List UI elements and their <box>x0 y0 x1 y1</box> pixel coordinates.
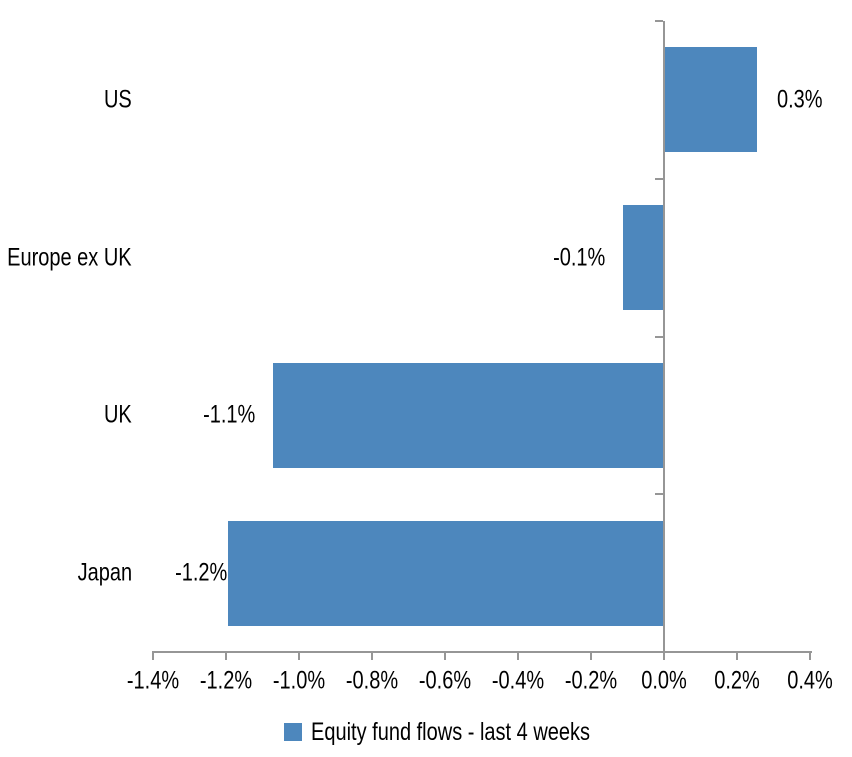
bar-us <box>664 47 758 153</box>
x-tick-label: -0.6% <box>418 666 472 694</box>
x-tick-label: 0.4% <box>787 666 833 694</box>
category-label-us: US <box>104 85 132 114</box>
x-tick-label: -0.2% <box>564 666 618 694</box>
x-tick <box>663 653 665 660</box>
category-label-uk: UK <box>104 400 132 429</box>
x-tick <box>590 653 592 660</box>
x-tick <box>371 653 373 660</box>
category-label-europe-ex-uk: Europe ex UK <box>7 243 132 272</box>
legend-label: Equity fund flows - last 4 weeks <box>311 717 591 746</box>
bar-europe-ex-uk <box>623 205 664 311</box>
x-tick-label: 0.2% <box>714 666 760 694</box>
x-tick <box>298 653 300 660</box>
data-label-europe-ex-uk: -0.1% <box>552 243 606 272</box>
x-tick-label: -0.4% <box>491 666 545 694</box>
x-tick <box>444 653 446 660</box>
data-label-us: 0.3% <box>777 85 823 114</box>
x-tick <box>736 653 738 660</box>
bar-uk <box>273 362 664 468</box>
legend: Equity fund flows - last 4 weeks <box>284 714 660 750</box>
category-tick <box>655 20 663 22</box>
x-tick-label: -0.8% <box>345 666 399 694</box>
data-label-japan: -1.2% <box>174 558 227 587</box>
category-label-japan: Japan <box>77 558 133 587</box>
data-label-uk: -1.1% <box>203 400 256 429</box>
x-axis-line <box>152 651 812 653</box>
legend-swatch-icon <box>284 723 302 741</box>
category-tick <box>655 177 663 180</box>
x-tick <box>809 653 811 660</box>
x-tick <box>225 653 227 660</box>
category-tick <box>655 335 663 338</box>
bar-japan <box>227 520 664 626</box>
x-tick-label: -1.4% <box>126 666 180 694</box>
x-tick <box>152 653 154 660</box>
category-tick <box>655 493 663 496</box>
x-tick-label: -1.2% <box>199 666 253 694</box>
y-axis-line <box>663 21 665 653</box>
x-tick-label: 0.0% <box>641 666 687 694</box>
x-tick-label: -1.0% <box>272 666 326 694</box>
x-tick <box>517 653 519 660</box>
